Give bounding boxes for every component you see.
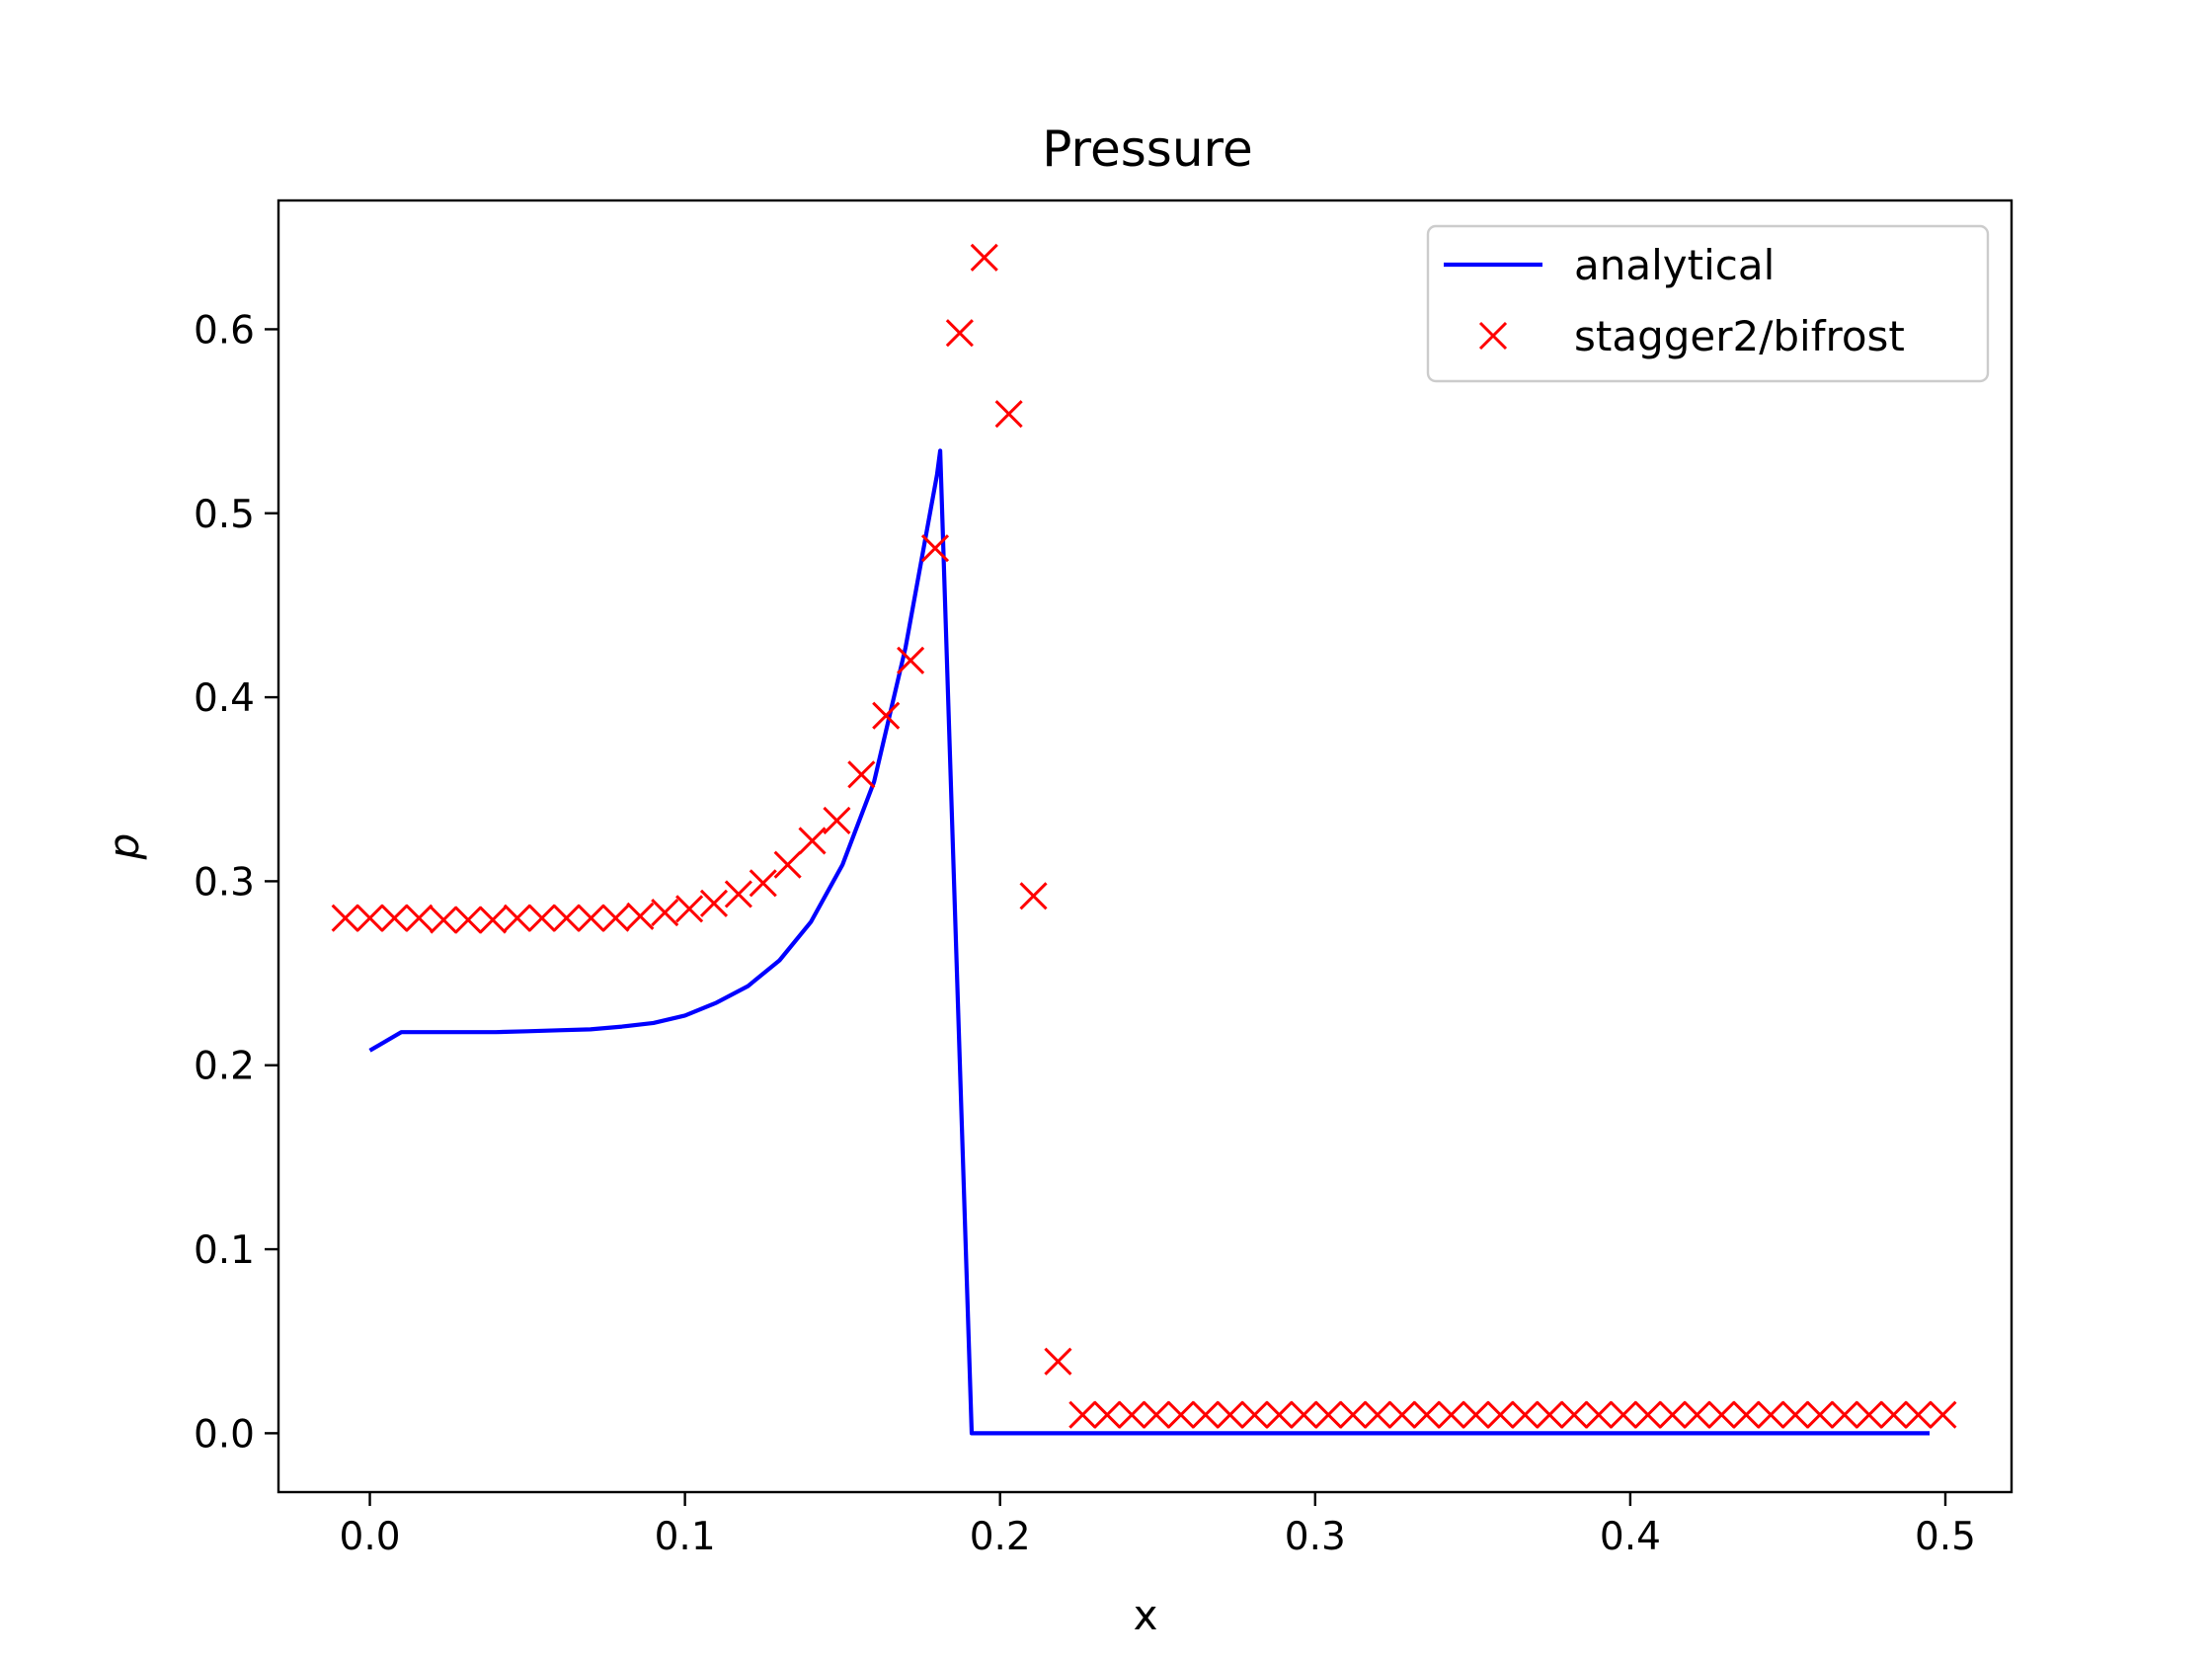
- data-point: [1118, 1400, 1146, 1429]
- data-point: [1314, 1400, 1343, 1429]
- data-point: [699, 889, 729, 917]
- chart-title: Pressure: [1042, 120, 1253, 178]
- series-markers-1: [331, 243, 1957, 1429]
- x-tick-label: 0.5: [1915, 1515, 1976, 1559]
- data-point: [1363, 1400, 1392, 1429]
- data-point: [1805, 1400, 1835, 1429]
- x-tick-label: 0.0: [340, 1515, 401, 1559]
- data-point: [478, 906, 508, 934]
- y-axis-title: p: [100, 833, 148, 861]
- data-point: [601, 904, 630, 932]
- legend-label: stagger2/bifrost: [1574, 312, 1905, 360]
- legend-entries: analytical stagger2/bifrost: [1444, 241, 1905, 360]
- data-point: [1609, 1400, 1637, 1429]
- x-axis-title: x: [1134, 1591, 1158, 1639]
- data-point: [552, 904, 581, 932]
- y-axis: 0.0 0.1 0.2 0.3 0.4 0.5 0.6: [194, 308, 278, 1457]
- data-point: [945, 319, 974, 348]
- x-tick-label: 0.3: [1285, 1515, 1346, 1559]
- data-point: [1707, 1400, 1736, 1429]
- data-point: [331, 904, 359, 932]
- data-point: [1265, 1400, 1294, 1429]
- data-point: [380, 904, 409, 932]
- data-point: [527, 904, 556, 932]
- x-tick-label: 0.1: [655, 1515, 716, 1559]
- plot-frame: [276, 198, 2014, 1494]
- y-tick-label: 0.3: [194, 860, 255, 905]
- data-point: [1683, 1400, 1711, 1429]
- data-point: [356, 904, 384, 932]
- data-point: [1732, 1400, 1761, 1429]
- data-point: [1437, 1400, 1465, 1429]
- data-point: [1240, 1400, 1269, 1429]
- y-tick-label: 0.2: [194, 1045, 255, 1089]
- data-point: [1929, 1400, 1957, 1429]
- x-tick-label: 0.4: [1600, 1515, 1661, 1559]
- data-point: [724, 880, 752, 908]
- data-point: [970, 243, 998, 272]
- data-point: [1584, 1400, 1614, 1429]
- legend: analytical stagger2/bifrost: [1426, 224, 1990, 383]
- series-line-0: [368, 448, 1930, 1436]
- data-point: [1486, 1400, 1515, 1429]
- data-point: [1855, 1400, 1883, 1429]
- data-point: [503, 904, 531, 932]
- data-point: [1879, 1400, 1908, 1429]
- data-point: [626, 902, 655, 930]
- legend-label: analytical: [1574, 241, 1775, 289]
- y-tick-label: 0.1: [194, 1228, 255, 1273]
- data-point: [1166, 1400, 1195, 1429]
- data-point: [1044, 1347, 1072, 1376]
- data-point: [749, 869, 777, 898]
- data-point: [1633, 1400, 1662, 1429]
- data-point: [430, 906, 458, 934]
- data-point: [847, 760, 876, 789]
- data-point: [675, 895, 704, 923]
- data-point: [1191, 1400, 1220, 1429]
- data-point: [1142, 1400, 1171, 1429]
- plot-background: [278, 200, 2012, 1492]
- data-point: [577, 904, 605, 932]
- data-point: [1511, 1400, 1540, 1429]
- y-tick-label: 0.5: [194, 493, 255, 537]
- data-point: [1216, 1400, 1244, 1429]
- y-tick-label: 0.6: [194, 308, 255, 353]
- data-point: [1904, 1400, 1933, 1429]
- data-point: [1093, 1400, 1122, 1429]
- y-tick-label: 0.0: [194, 1412, 255, 1457]
- data-point: [1560, 1400, 1589, 1429]
- series-layer: [331, 243, 1957, 1436]
- data-point: [651, 899, 679, 927]
- data-point: [994, 400, 1023, 429]
- legend-marker-swatch: [1478, 321, 1508, 351]
- data-point: [1387, 1400, 1416, 1429]
- data-point: [1068, 1400, 1097, 1429]
- data-point: [454, 906, 483, 934]
- data-point: [1019, 882, 1048, 910]
- data-point: [897, 646, 925, 674]
- data-point: [1339, 1400, 1368, 1429]
- data-point: [773, 850, 802, 879]
- data-point: [1290, 1400, 1318, 1429]
- data-point: [1536, 1400, 1564, 1429]
- data-point: [823, 806, 851, 834]
- x-axis: 0.0 0.1 0.2 0.3 0.4 0.5: [340, 1492, 1976, 1559]
- data-point: [920, 534, 950, 563]
- x-tick-label: 0.2: [970, 1515, 1031, 1559]
- data-point: [1781, 1400, 1810, 1429]
- data-point: [1830, 1400, 1858, 1429]
- data-point: [798, 827, 827, 855]
- data-point: [1412, 1400, 1441, 1429]
- data-point: [1658, 1400, 1687, 1429]
- data-point: [872, 701, 901, 730]
- data-point: [1462, 1400, 1490, 1429]
- plot-area: [276, 198, 2014, 1494]
- legend-box: [1426, 224, 1990, 383]
- data-point: [405, 904, 434, 932]
- y-tick-label: 0.4: [194, 676, 255, 721]
- data-point: [1757, 1400, 1785, 1429]
